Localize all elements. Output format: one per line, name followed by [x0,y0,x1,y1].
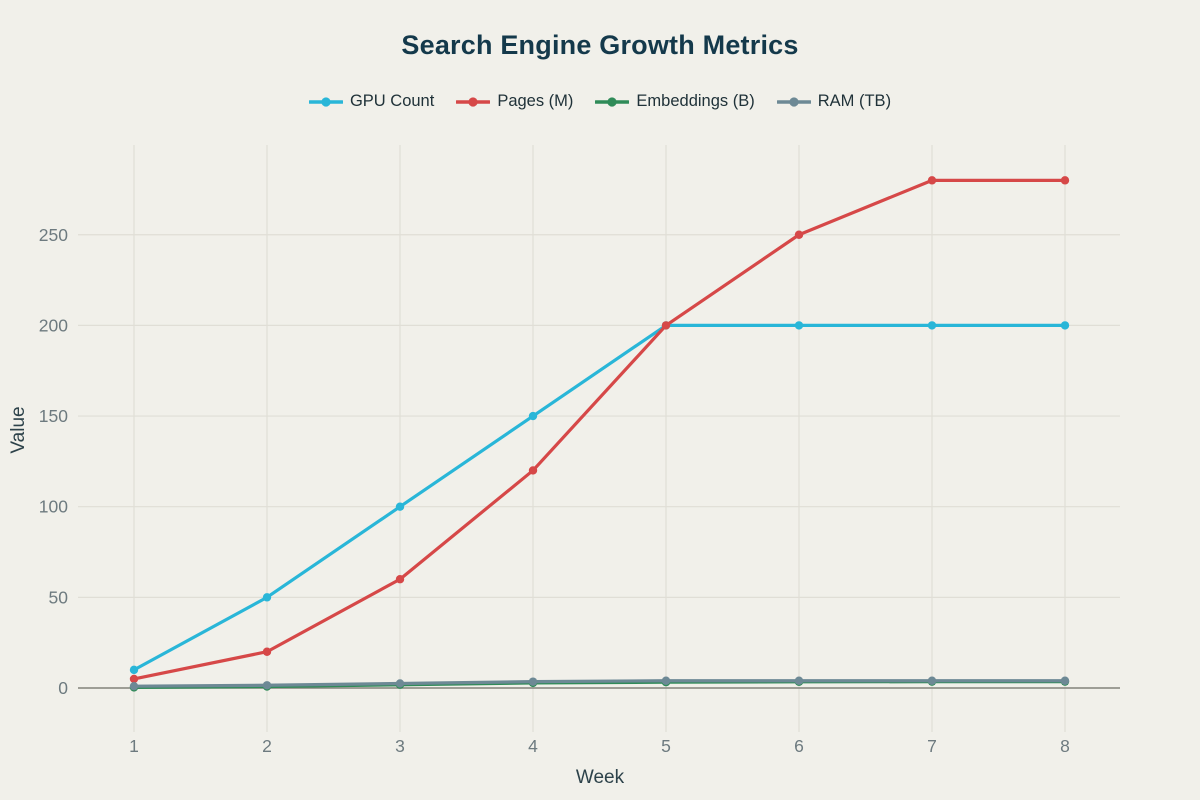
plot-area: 0 50 100 150 200 250 1 2 3 4 5 6 7 8 Week Value [8,145,1120,788]
data-point [661,321,671,330]
data-point [528,466,538,475]
x-tick-label: 2 [262,736,272,756]
y-tick-label: 150 [39,406,68,426]
series-line-3 [132,679,1067,688]
x-tick-label: 6 [794,736,804,756]
legend-item-1[interactable]: Pages (M) [456,92,573,111]
data-point [262,681,272,690]
data-point [395,679,405,688]
legend-marker-icon [595,96,630,107]
data-point [794,230,804,239]
data-point [528,411,538,421]
x-tick-label: 8 [1060,736,1070,756]
x-axis-title: Week [576,767,625,788]
legend-marker-icon [308,96,343,107]
legend: GPU Count Pages (M) Embeddings (B) RAM (TB) [0,92,1200,111]
y-axis-title: Value [8,406,29,453]
legend-item-3[interactable]: RAM (TB) [776,92,892,111]
data-point [661,676,671,685]
x-tick-label: 1 [129,736,139,756]
y-tick-label: 250 [39,225,68,245]
data-point [262,647,272,656]
x-tick-label: 7 [927,736,937,756]
data-point [528,677,538,686]
legend-item-2[interactable]: Embeddings (B) [595,92,755,111]
data-point [129,681,139,691]
data-point [927,176,937,185]
legend-label: GPU Count [349,92,435,110]
data-point [129,674,139,684]
data-point [794,321,804,330]
legend-label: Embeddings (B) [636,92,755,110]
series-line-0 [132,323,1067,672]
legend-item-0[interactable]: GPU Count [308,92,435,111]
x-tick-label: 5 [661,736,671,756]
legend-marker-icon [456,96,491,107]
x-tick-label: 3 [395,736,405,756]
y-tick-label: 0 [58,678,68,698]
y-tick-label: 100 [39,497,68,517]
data-point [395,502,405,511]
data-point [794,676,804,685]
data-point [129,665,139,675]
data-point [927,321,937,330]
data-point [262,593,272,602]
data-point [927,676,937,685]
data-point [1060,321,1070,330]
series-line-1 [132,178,1067,681]
legend-marker-icon [776,96,811,107]
data-point [1060,176,1070,185]
y-tick-label: 200 [39,315,68,335]
data-point [395,575,405,584]
legend-label: RAM (TB) [817,92,892,110]
legend-label: Pages (M) [497,92,574,110]
chart-title: Search Engine Growth Metrics [401,30,799,60]
data-point [1060,676,1070,685]
x-tick-label: 4 [528,736,538,756]
y-tick-label: 50 [49,587,69,607]
